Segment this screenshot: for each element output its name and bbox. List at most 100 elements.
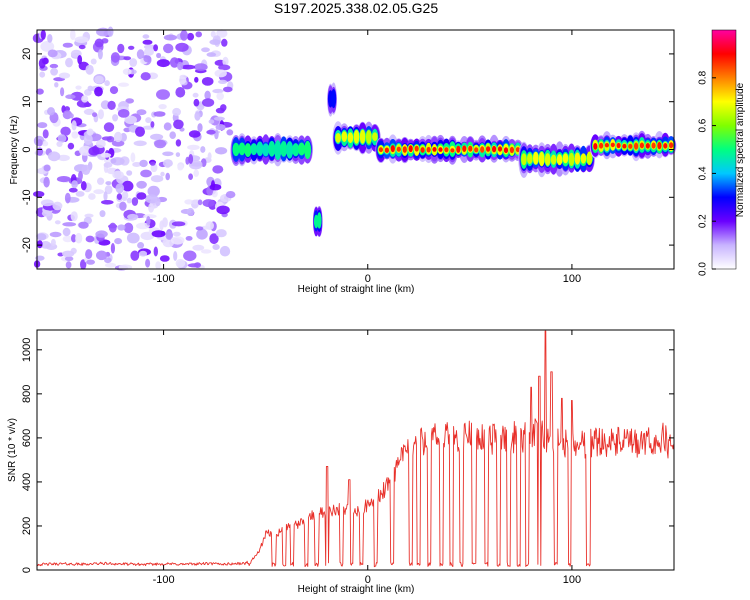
heatmap-noise-cell (188, 154, 194, 164)
heatmap-noise-cell (98, 109, 104, 120)
heatmap-noise-cell (47, 107, 55, 116)
heatmap-signal-cell (256, 141, 264, 157)
heatmap-noise-cell (202, 199, 215, 208)
heatmap-noise-cell (225, 191, 236, 199)
x-tick-label: 100 (563, 574, 581, 586)
heatmap-signal-cell (645, 143, 650, 149)
heatmap-noise-cell (43, 176, 50, 188)
heatmap-noise-cell (163, 34, 177, 41)
heatmap-noise-cell (215, 124, 226, 131)
heatmap-signal-cell (414, 145, 419, 152)
heatmap-noise-cell (213, 116, 225, 121)
heatmap-noise-cell (65, 57, 73, 68)
heatmap-noise-cell (104, 257, 112, 264)
heatmap-noise-cell (50, 238, 56, 247)
heatmap-noise-cell (175, 139, 182, 147)
heatmap-noise-cell (49, 231, 62, 238)
heatmap-noise-cell (194, 76, 199, 83)
heatmap-noise-cell (36, 233, 47, 241)
heatmap-noise-cell (193, 63, 208, 71)
heatmap-signal-cell (509, 146, 514, 154)
heatmap-noise-cell (57, 134, 67, 143)
heatmap-noise-cell (85, 249, 93, 260)
heatmap-noise-cell (62, 235, 73, 243)
heatmap-noise-cell (83, 108, 95, 115)
heatmap-noise-cell (206, 129, 216, 135)
heatmap-noise-cell (194, 262, 201, 268)
heatmap-signal-cell (335, 133, 341, 143)
heatmap-noise-cell (70, 91, 84, 101)
heatmap-signal-cell (634, 142, 639, 150)
spectrogram-x-ticks: -100 0 100 (153, 30, 581, 285)
heatmap-noise-cell (175, 87, 186, 98)
heatmap-noise-cell (143, 55, 152, 63)
y-tick-label: 800 (21, 385, 33, 403)
heatmap-signal-cell (274, 140, 282, 161)
heatmap-noise-cell (41, 141, 49, 147)
heatmap-signal-cell (568, 152, 575, 166)
heatmap-noise-cell (56, 141, 63, 148)
colorbar-ticks: 0.0 0.2 0.4 0.6 0.8 (698, 70, 716, 276)
heatmap-noise-cell (62, 227, 71, 237)
heatmap-noise-cell (172, 231, 181, 237)
heatmap-noise-cell (74, 36, 89, 43)
heatmap-noise-cell (37, 122, 48, 129)
heatmap-signal-cell (651, 142, 656, 149)
heatmap-noise-cell (112, 170, 124, 179)
heatmap-noise-cell (140, 169, 152, 178)
heatmap-noise-cell (205, 221, 214, 231)
x-tick-label: 0 (365, 574, 371, 586)
heatmap-noise-cell (158, 104, 167, 110)
heatmap-signal-cell (468, 145, 473, 152)
heatmap-noise-cell (62, 110, 73, 120)
heatmap-signal-cell (384, 147, 389, 153)
heatmap-noise-cell (126, 232, 140, 244)
heatmap-signal-cell (438, 147, 443, 152)
heatmap-noise-cell (119, 201, 127, 211)
heatmap-noise-cell (200, 146, 206, 153)
heatmap-noise-cell (71, 180, 78, 189)
heatmap-signal-cell (497, 146, 503, 152)
heatmap-noise-cell (105, 181, 112, 186)
heatmap-signal-cell (359, 129, 366, 144)
heatmap-noise-cell (33, 191, 45, 198)
heatmap-noise-cell (40, 29, 46, 40)
heatmap-noise-cell (145, 194, 159, 204)
heatmap-noise-cell (128, 45, 135, 50)
heatmap-noise-cell (109, 86, 119, 95)
heatmap-noise-cell (185, 236, 193, 241)
heatmap-noise-cell (155, 198, 161, 207)
heatmap-noise-cell (175, 152, 181, 158)
heatmap-noise-cell (226, 129, 234, 136)
heatmap-noise-cell (195, 226, 204, 231)
heatmap-signal-cell (292, 143, 300, 157)
heatmap-noise-cell (135, 126, 145, 137)
heatmap-noise-cell (114, 238, 122, 245)
heatmap-noise-cell (216, 29, 228, 38)
heatmap-noise-cell (136, 180, 147, 189)
colorbar-label: Normalized spectral amplitude (735, 82, 746, 217)
heatmap-noise-cell (110, 158, 117, 164)
y-tick-label: 10 (21, 96, 33, 108)
heatmap-noise-cell (35, 255, 45, 261)
heatmap-noise-cell (88, 146, 100, 156)
heatmap-noise-cell (188, 173, 194, 180)
heatmap-noise-cell (41, 210, 52, 217)
heatmap-noise-cell (186, 32, 195, 41)
heatmap-noise-cell (107, 100, 116, 110)
figure-title: S197.2025.338.02.05.G25 (274, 0, 438, 16)
heatmap-noise-cell (150, 133, 164, 140)
heatmap-noise-cell (75, 232, 83, 244)
heatmap-noise-cell (129, 58, 138, 67)
y-tick-label: -10 (21, 189, 33, 205)
heatmap-noise-cell (165, 231, 174, 240)
heatmap-signal-cell (244, 143, 252, 158)
heatmap-noise-cell (173, 251, 178, 261)
heatmap-signal-cell (366, 130, 372, 144)
heatmap-noise-cell (127, 213, 139, 221)
heatmap-signal-cell (402, 146, 407, 153)
heatmap-noise-cell (181, 64, 196, 70)
heatmap-noise-cell (208, 119, 215, 124)
heatmap-signal-cell (372, 132, 378, 142)
